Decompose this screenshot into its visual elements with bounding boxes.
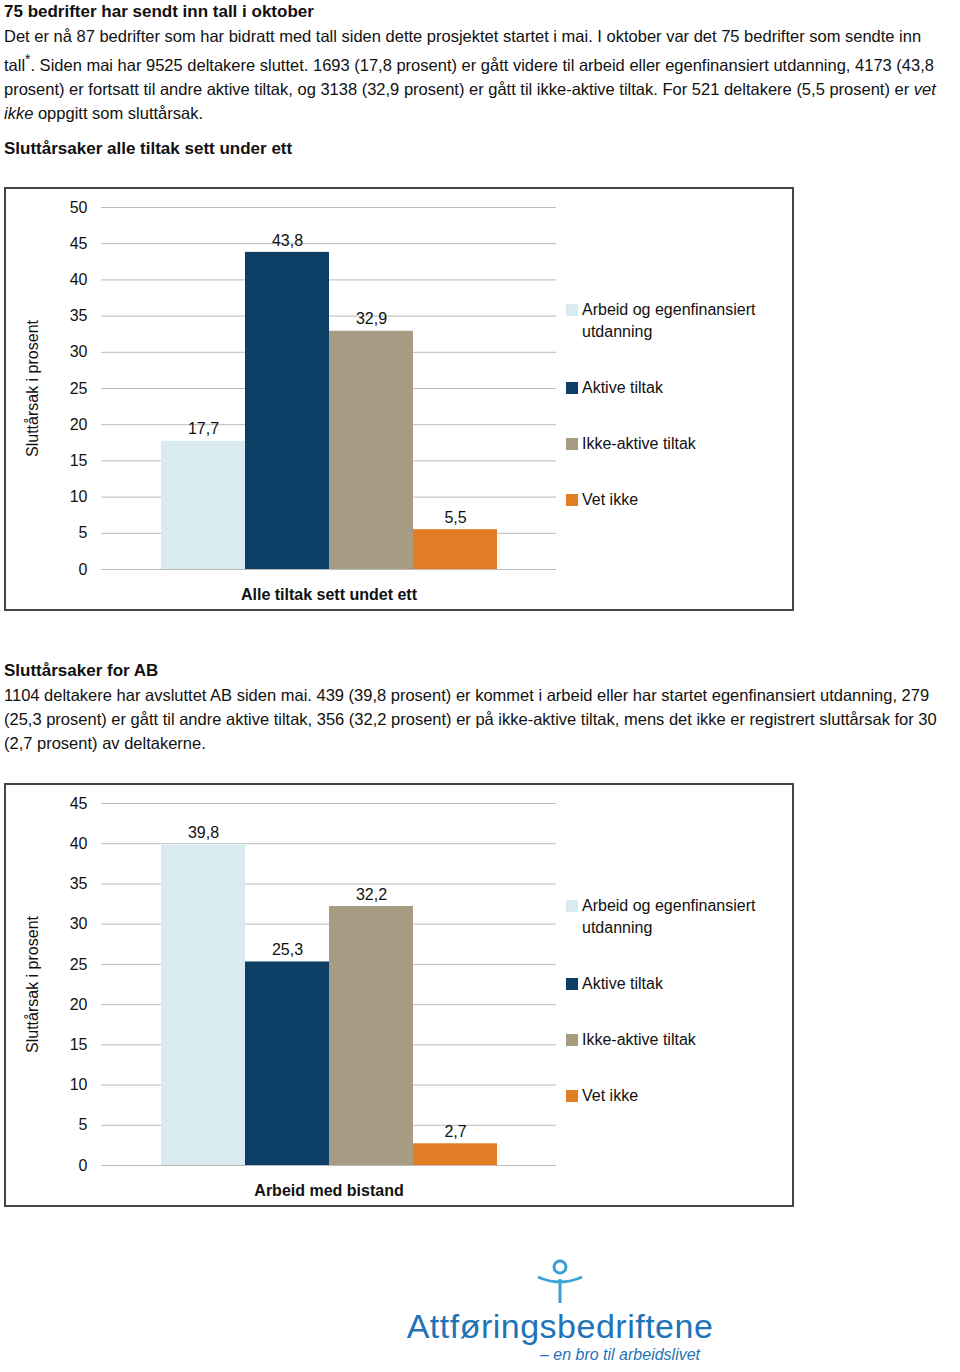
svg-text:50: 50: [70, 198, 88, 215]
html-text:75 bedrifter har sendt inn tal: 75 bedrifter har sendt inn tall i oktobe…: [4, 2, 314, 21]
html-text:Vet ikke: Vet ikke: [582, 1086, 638, 1104]
svg-text:30: 30: [70, 343, 88, 360]
html-text:Arbeid og egenfinansiert utdan: Arbeid og egenfinansiert utdanning: [582, 300, 756, 340]
svg-text:45: 45: [70, 234, 88, 251]
html-text:– en bro til arbeidslivet: – en bro til arbeidslivet: [540, 1345, 700, 1363]
svg-text:5: 5: [79, 524, 88, 541]
svg-text:0: 0: [79, 1156, 88, 1173]
svg-text:35: 35: [70, 307, 88, 324]
svg-text:Alle tiltak sett undet ett: Alle tiltak sett undet ett: [241, 585, 418, 602]
svg-text:15: 15: [70, 452, 88, 469]
svg-text:40: 40: [70, 834, 88, 851]
svg-text:30: 30: [70, 915, 88, 932]
svg-text:32,2: 32,2: [356, 885, 387, 902]
svg-text:35: 35: [70, 875, 88, 892]
html-text:Sluttårsaker for AB: Sluttårsaker for AB: [4, 660, 159, 680]
svg-text:Arbeid med bistand: Arbeid med bistand: [254, 1181, 403, 1198]
svg-text:Sluttårsak i prosent: Sluttårsak i prosent: [24, 915, 41, 1053]
svg-text:45: 45: [70, 794, 88, 811]
svg-text:25,3: 25,3: [272, 941, 303, 958]
html-text:1104 deltakere har avsluttet A: 1104 deltakere har avsluttet AB siden ma…: [4, 685, 937, 752]
svg-text:2,7: 2,7: [444, 1122, 466, 1139]
html-text:Aktive tiltak: Aktive tiltak: [582, 974, 663, 992]
html-text:Arbeid og egenfinansiert utdan: Arbeid og egenfinansiert utdanning: [582, 896, 756, 936]
html-text:Sluttårsaker alle tiltak sett: Sluttårsaker alle tiltak sett under ett: [4, 138, 293, 158]
svg-text:17,7: 17,7: [188, 420, 219, 437]
svg-text:25: 25: [70, 379, 88, 396]
svg-text:5,5: 5,5: [444, 508, 466, 525]
svg-text:20: 20: [70, 995, 88, 1012]
svg-text:5: 5: [79, 1116, 88, 1133]
svg-text:40: 40: [70, 271, 88, 288]
svg-text:15: 15: [70, 1035, 88, 1052]
svg-text:25: 25: [70, 955, 88, 972]
svg-text:39,8: 39,8: [188, 824, 219, 841]
svg-text:10: 10: [70, 1076, 88, 1093]
svg-text:32,9: 32,9: [356, 310, 387, 327]
svg-text:20: 20: [70, 415, 88, 432]
html-text:Vet ikke: Vet ikke: [582, 490, 638, 508]
html-text:Attføringsbedriftene: Attføringsbedriftene: [406, 1306, 714, 1345]
svg-text:10: 10: [70, 488, 88, 505]
html-text:Aktive tiltak: Aktive tiltak: [582, 378, 663, 396]
html-text:Ikke-aktive tiltak: Ikke-aktive tiltak: [582, 434, 696, 452]
html-text:Det er nå 87 bedrifter som har: Det er nå 87 bedrifter som har bidratt m…: [4, 27, 936, 122]
html-text:Ikke-aktive tiltak: Ikke-aktive tiltak: [582, 1030, 696, 1048]
svg-text:0: 0: [79, 560, 88, 577]
svg-text:Sluttårsak i prosent: Sluttårsak i prosent: [24, 319, 41, 457]
svg-text:43,8: 43,8: [272, 231, 303, 248]
